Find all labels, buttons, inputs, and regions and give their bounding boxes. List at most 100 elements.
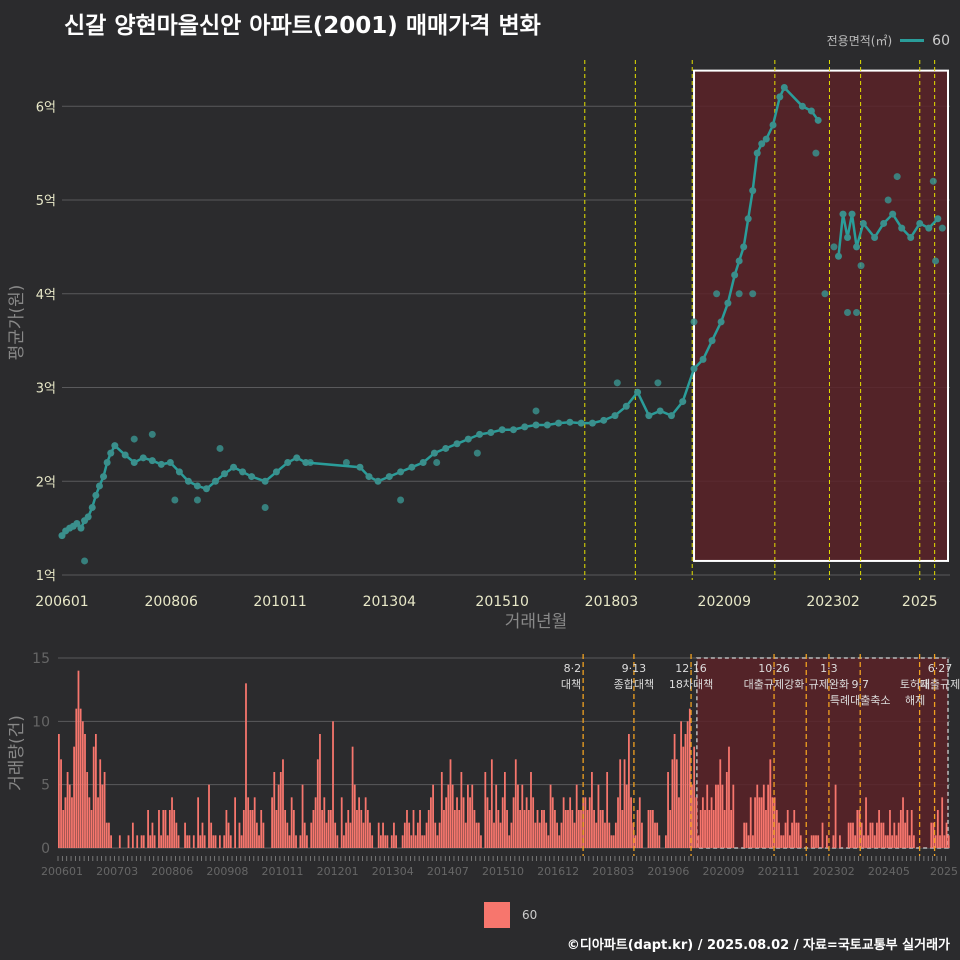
bar — [208, 784, 210, 848]
data-point — [408, 463, 416, 471]
bar — [162, 810, 165, 848]
x-tick-label: 202302 — [813, 865, 855, 878]
bar — [253, 797, 256, 848]
policy-annotation: 토허제 — [900, 678, 930, 691]
data-point — [577, 419, 585, 427]
bar — [791, 822, 793, 848]
bar — [314, 797, 317, 848]
bar — [92, 746, 95, 848]
bar — [277, 784, 280, 848]
data-point — [731, 271, 739, 279]
y-tick-label: 10 — [32, 714, 50, 730]
y-tick-label: 4억 — [36, 288, 56, 303]
bar — [825, 835, 828, 848]
data-point — [509, 426, 517, 434]
bar — [638, 797, 641, 848]
bar — [693, 746, 696, 848]
scatter-point — [853, 309, 861, 316]
bar — [632, 822, 635, 848]
data-point — [871, 234, 879, 241]
bar — [930, 822, 933, 848]
bar — [904, 822, 907, 848]
bar — [473, 810, 476, 848]
y-tick-label: 3억 — [36, 382, 56, 397]
bar — [619, 759, 622, 848]
bar — [149, 835, 152, 848]
scatter-point — [857, 262, 865, 270]
bar — [323, 797, 326, 848]
scatter-point — [81, 557, 89, 565]
policy-annotation: 8·2 — [564, 662, 582, 675]
data-point — [498, 426, 506, 434]
data-point — [184, 477, 192, 485]
data-point — [107, 449, 115, 457]
bar — [617, 797, 619, 848]
bar — [168, 810, 171, 848]
y-tick-label: 1억 — [36, 569, 56, 584]
bar — [540, 810, 543, 848]
bar — [353, 784, 356, 848]
data-point — [157, 460, 165, 468]
scatter-point — [830, 243, 838, 251]
bar — [610, 835, 613, 848]
data-point — [103, 459, 111, 466]
bar — [366, 810, 369, 848]
data-point — [374, 477, 382, 485]
legend-line-swatch — [900, 39, 925, 42]
bar — [549, 784, 552, 848]
bar — [880, 822, 883, 848]
data-point — [600, 416, 608, 424]
bar — [614, 822, 617, 848]
bar — [436, 835, 439, 848]
y-tick-label: 15 — [32, 651, 50, 667]
x-tick-label: 200806 — [151, 865, 193, 878]
bar — [66, 772, 69, 848]
data-point — [798, 102, 806, 110]
bar — [90, 810, 93, 848]
data-point — [88, 504, 96, 511]
bar — [75, 708, 78, 848]
bar — [460, 772, 463, 848]
bar — [686, 721, 689, 848]
bar — [530, 772, 532, 848]
bar — [521, 784, 524, 848]
bar — [86, 772, 89, 848]
bar — [895, 835, 898, 848]
bar — [649, 810, 652, 848]
bar — [332, 721, 334, 848]
bar — [101, 784, 104, 848]
bar — [345, 822, 347, 848]
data-point — [880, 219, 888, 227]
bar — [131, 822, 134, 848]
bar — [728, 746, 730, 848]
bar — [699, 810, 702, 848]
bar — [77, 670, 80, 848]
x-tick-label: 202009 — [703, 865, 745, 878]
data-point — [193, 482, 201, 490]
highlight-box — [693, 69, 949, 562]
bar — [229, 835, 232, 848]
bar — [249, 810, 252, 848]
bar — [641, 822, 643, 848]
scatter-point — [433, 459, 441, 466]
bar — [118, 835, 121, 848]
bar — [71, 797, 73, 848]
price-chart: 1억 2억 3억 4억 5억 6억 200601 200806 201011 201304 2015… — [7, 60, 950, 632]
bar — [913, 835, 915, 848]
bar — [852, 822, 854, 848]
bar — [97, 797, 99, 848]
policy-annotation: 규제완화 — [809, 678, 849, 691]
bar — [68, 784, 71, 848]
bar — [725, 772, 728, 848]
bar — [79, 708, 82, 848]
bar — [595, 822, 598, 848]
data-point — [293, 454, 301, 462]
bar — [425, 822, 428, 848]
bar — [873, 835, 876, 848]
bar — [480, 835, 482, 848]
scatter-point — [938, 224, 946, 232]
bar — [756, 784, 759, 848]
scatter-point — [193, 496, 201, 504]
bar — [667, 772, 669, 848]
bar — [369, 822, 371, 848]
